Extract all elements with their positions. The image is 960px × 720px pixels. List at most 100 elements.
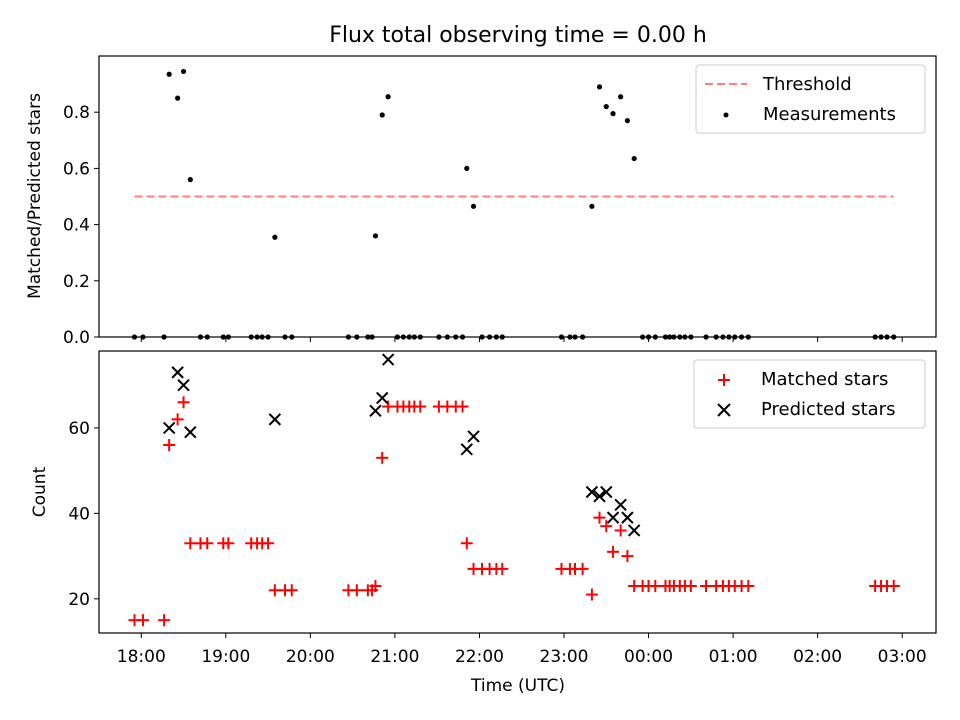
legend-matched-label: Matched stars <box>761 369 888 390</box>
predicted-star-point <box>593 490 606 503</box>
matched-star-point <box>456 400 469 413</box>
legend-predicted-swatch <box>717 403 731 417</box>
matched-star-point <box>285 584 298 597</box>
legend-predicted-label: Predicted stars <box>761 399 895 420</box>
measurement-point <box>180 68 187 75</box>
matched-star-point <box>376 451 389 464</box>
legend-measurements-label: Measurements <box>763 104 896 125</box>
measurement-point <box>624 118 631 124</box>
legend-measurements-swatch <box>723 112 729 118</box>
bottom-y-tick-label: 20 <box>68 590 90 610</box>
matched-star-point <box>593 511 606 524</box>
top-x-axis-ticks <box>140 337 903 342</box>
top-y-tick-label: 0.8 <box>63 103 90 123</box>
matched-star-point <box>350 584 363 597</box>
bottom-x-tick-label: 20:00 <box>286 647 335 667</box>
top-legend-box <box>695 64 926 134</box>
bottom-x-tick-label: 02:00 <box>793 647 842 667</box>
bottom-x-tick-label: 01:00 <box>709 647 758 667</box>
top-axes-frame <box>98 55 937 338</box>
matched-star-point <box>136 614 149 627</box>
predicted-star-point <box>171 366 184 379</box>
predicted-star-point <box>627 524 641 537</box>
bottom-panel: 20 40 60 18:00 19:00 20:00 21:00 22:00 23:00 00:… <box>30 350 937 696</box>
matched-star-point <box>171 413 184 426</box>
predicted-star-point <box>268 413 282 426</box>
measurement-point <box>372 233 379 239</box>
bottom-y-tick-label: 40 <box>68 504 90 524</box>
predicted-star-point <box>162 421 176 435</box>
measurement-point <box>385 94 391 100</box>
top-panel: 0.00.20.40.60.8 Matched/Predicted stars … <box>25 55 937 348</box>
bottom-x-tick-label: 00:00 <box>624 647 673 667</box>
bottom-plot-area <box>128 353 900 627</box>
legend-threshold-label: Threshold <box>762 74 852 95</box>
matched-star-point <box>585 588 598 601</box>
matched-star-point <box>742 580 755 592</box>
top-legend: Threshold Measurements <box>695 64 926 134</box>
matched-star-point <box>684 580 697 592</box>
matched-star-point <box>201 537 214 550</box>
measurement-point <box>166 71 172 77</box>
matched-star-point <box>369 580 382 592</box>
bottom-x-tick-label: 23:00 <box>540 647 589 667</box>
matched-star-point <box>184 537 197 550</box>
bottom-x-tick-label: 18:00 <box>117 647 166 667</box>
predicted-star-point <box>467 430 480 443</box>
top-y-tick-label: 0.6 <box>63 159 90 179</box>
predicted-star-point <box>184 425 197 439</box>
measurement-point <box>175 95 181 101</box>
top-y-axis: 0.0 0.2 0.4 0.6 0.8 <box>63 103 99 348</box>
matched-star-point <box>621 550 634 563</box>
matched-star-point <box>496 562 509 575</box>
predicted-star-point <box>585 485 599 499</box>
predicted-star-point <box>614 498 627 512</box>
predicted-star-point <box>381 353 395 366</box>
x-axis-label: Time (UTC) <box>470 676 565 696</box>
measurement-point <box>470 203 477 209</box>
matched-star-point <box>163 439 176 451</box>
measurement-point <box>603 103 609 110</box>
chart-title: Flux total observing time = 0.00 h <box>329 23 707 48</box>
matched-star-point <box>607 545 620 558</box>
matched-star-point <box>414 400 427 413</box>
matched-star-point <box>576 562 589 575</box>
bottom-y-axis: 20 40 60 <box>68 419 99 610</box>
matched-star-point <box>600 520 613 533</box>
measurement-point <box>187 177 193 183</box>
bottom-y-axis-label: Count <box>30 466 50 517</box>
predicted-star-point <box>621 511 634 524</box>
measurement-point <box>272 234 278 240</box>
predicted-star-point <box>600 485 613 499</box>
bottom-x-tick-label: 19:00 <box>201 647 250 667</box>
predicted-star-point <box>177 378 190 392</box>
top-y-tick-label: 0.4 <box>63 216 90 236</box>
measurement-point <box>379 112 385 118</box>
measurement-point <box>464 165 470 171</box>
predicted-star-point <box>606 511 620 524</box>
bottom-legend: Matched stars Predicted stars <box>693 359 926 429</box>
measurement-point <box>631 155 637 162</box>
bottom-legend-box <box>693 359 926 429</box>
predicted-star-point <box>369 404 382 418</box>
matched-star-point <box>700 580 713 592</box>
top-y-axis-label: Matched/Predicted stars <box>25 93 45 299</box>
matched-star-point <box>177 396 190 409</box>
measurement-point <box>618 94 624 100</box>
bottom-x-tick-label: 03:00 <box>878 647 927 667</box>
matched-star-point <box>614 524 627 537</box>
measurement-point <box>596 84 603 90</box>
bottom-x-axis: 18:00 19:00 20:00 21:00 22:00 23:00 00:00 01:00… <box>117 633 927 667</box>
predicted-star-point <box>376 391 389 405</box>
matched-star-point <box>262 537 275 550</box>
matched-star-point <box>268 584 281 597</box>
bottom-x-tick-label: 22:00 <box>455 647 504 667</box>
bottom-y-tick-label: 60 <box>68 419 90 439</box>
top-y-tick-label: 0.2 <box>63 272 90 292</box>
matched-star-point <box>460 537 473 550</box>
bottom-axes-frame <box>98 350 937 634</box>
top-y-tick-label: 0.0 <box>63 328 90 348</box>
measurement-point <box>589 203 595 209</box>
matched-star-point <box>887 580 900 592</box>
